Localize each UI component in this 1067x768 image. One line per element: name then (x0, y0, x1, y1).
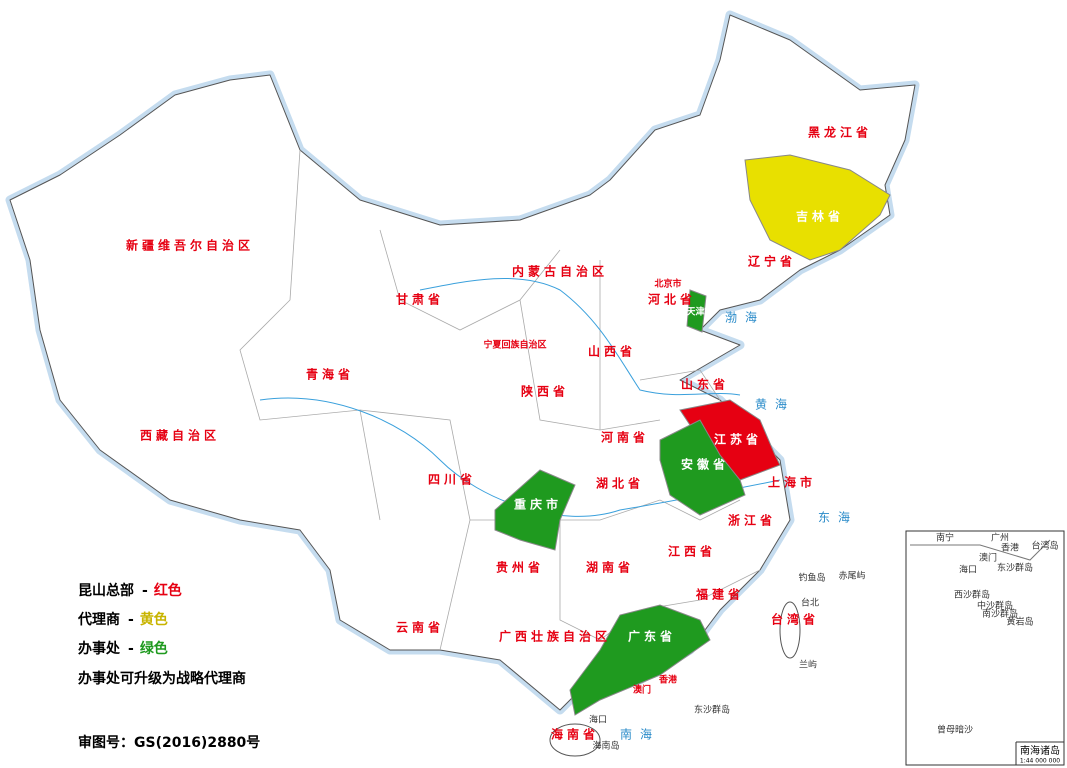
province-label: 贵州省 (496, 560, 544, 575)
province-label: 天津市 (686, 306, 713, 318)
province-label: 河南省 (600, 430, 649, 445)
province-label: 云南省 (396, 620, 444, 635)
inset-place: 西沙群岛 (954, 589, 990, 601)
province-label: 澳门 (633, 684, 651, 696)
approval-number: 审图号：GS(2016)2880号 (78, 735, 261, 751)
province-label: 辽宁省 (748, 254, 796, 269)
province-label: 浙江省 (728, 513, 776, 528)
region-guangdong (569, 604, 711, 716)
province-label: 山东省 (681, 377, 729, 392)
province-label: 江苏省 (714, 432, 762, 447)
sea-label: 东海 (818, 510, 858, 525)
province-label: 宁夏回族自治区 (483, 339, 546, 351)
legend-label: 昆山总部 (78, 583, 134, 599)
province-label: 湖北省 (596, 476, 644, 491)
province-label: 西藏自治区 (140, 428, 220, 443)
place-label: 台北 (801, 597, 819, 609)
province-label: 陕西省 (521, 384, 569, 399)
province-label: 四川省 (428, 472, 476, 487)
region-anhui (659, 419, 746, 516)
legend-color-name: 红色 (153, 583, 182, 599)
legend-color-name: 黄色 (139, 612, 168, 628)
province-label: 甘肃省 (396, 292, 444, 307)
place-label: 赤尾屿 (838, 571, 865, 582)
inset-place: 香港 (1001, 542, 1019, 554)
hainan-island (549, 723, 601, 757)
region-tianjin (686, 289, 707, 333)
province-label: 广西壮族自治区 (499, 629, 611, 644)
province-label: 广东省 (628, 629, 676, 644)
place-label: 钓鱼岛 (798, 572, 825, 584)
inset-place: 南宁 (936, 532, 954, 544)
province-label: 黑龙江省 (808, 125, 872, 140)
inset-scale: 1:44 000 000 (1020, 758, 1060, 765)
legend-row: 代理商 - 黄色 (78, 609, 170, 629)
province-label: 青海省 (306, 367, 354, 382)
inset-place: 中沙群岛 (977, 600, 1013, 612)
inset-frame (905, 530, 1065, 766)
inset-title: 南海诸岛 (1020, 744, 1060, 757)
place-label: 东沙群岛 (694, 704, 730, 716)
province-label: 吉林省 (796, 209, 844, 224)
province-label: 河北省 (647, 292, 696, 307)
inset-place: 东沙群岛 (997, 562, 1033, 574)
place-label: 海南岛 (592, 740, 619, 752)
inset-place: 南沙群岛 (982, 608, 1018, 620)
province-label: 台湾省 (771, 612, 819, 627)
province-label: 安徽省 (681, 457, 729, 472)
taiwan-island (779, 601, 801, 659)
province-label: 北京市 (654, 278, 681, 290)
province-label: 上海市 (768, 475, 816, 490)
inset-place: 广州 (991, 532, 1009, 544)
province-label: 内蒙古自治区 (512, 264, 608, 279)
inset-place: 曾母暗沙 (937, 724, 973, 736)
province-label: 福建省 (695, 587, 744, 602)
province-label: 重庆市 (514, 497, 562, 512)
sea-label: 南海 (620, 727, 660, 742)
province-label: 江西省 (668, 544, 716, 559)
country-outline (9, 14, 916, 711)
province-label: 湖南省 (586, 560, 634, 575)
legend-separator: - (128, 612, 134, 628)
inset-place: 海口 (959, 564, 977, 576)
legend-color-name: 绿色 (139, 641, 168, 657)
province-label: 山西省 (588, 344, 636, 359)
inset-place: 澳门 (979, 552, 997, 564)
inset-place: 台湾岛 (1031, 540, 1058, 552)
province-label: 香港 (658, 674, 678, 686)
sea-label: 黄海 (755, 397, 795, 412)
place-label: 兰屿 (799, 659, 817, 671)
legend-label: 代理商 (78, 612, 120, 628)
inset-place: 黄岩岛 (1006, 616, 1033, 628)
legend-label: 办事处 (78, 641, 120, 657)
sea-label: 渤海 (725, 310, 765, 325)
legend-note: 办事处可升级为战略代理商 (78, 671, 246, 687)
region-chongqing (494, 469, 576, 551)
region-jilin (744, 154, 891, 261)
legend-row: 昆山总部 - 红色 (78, 580, 184, 600)
province-label: 新疆维吾尔自治区 (126, 238, 254, 253)
legend-separator: - (142, 583, 148, 599)
inset-border (910, 539, 1051, 561)
legend-row: 办事处 - 绿色 (78, 638, 170, 658)
province-label: 海南省 (551, 727, 599, 742)
legend-separator: - (128, 641, 134, 657)
place-label: 海口 (589, 714, 607, 726)
